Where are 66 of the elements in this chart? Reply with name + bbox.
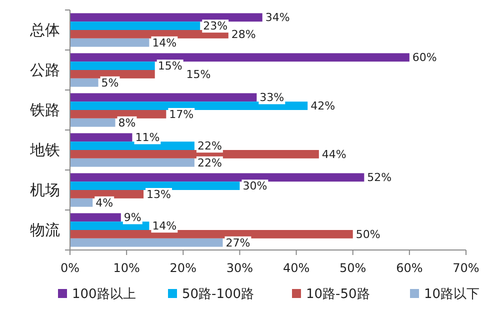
x-tick-label: 0% [60,261,80,275]
bar [70,222,150,230]
y-tick-label: 机场 [30,181,60,199]
legend-label: 50路-100路 [182,287,254,302]
data-label: 52% [367,171,392,184]
data-label: 4% [96,196,114,210]
bar [70,150,319,158]
bar [70,110,166,118]
data-label: 17% [169,108,194,121]
x-tick-label: 10% [113,261,140,275]
x-tick-label: 50% [340,261,366,275]
data-label: 14% [152,36,177,50]
y-tick-label: 公路 [30,61,60,79]
x-tick-label: 70% [452,261,480,275]
bar [70,173,364,182]
bar [70,30,228,38]
data-label: 14% [152,220,177,233]
y-tick-label: 地铁 [29,141,60,159]
bar [70,102,308,110]
data-label: 28% [231,28,256,41]
bar [70,213,121,222]
bar [70,190,144,198]
data-label: 13% [146,188,171,201]
data-label: 34% [265,11,290,24]
bar [70,238,223,247]
bar [70,133,132,142]
data-label: 5% [101,76,119,90]
y-tick-label: 铁路 [29,101,60,119]
bar [70,158,194,167]
data-label: 60% [412,51,437,64]
y-tick-label: 物流 [30,221,60,239]
data-label: 23% [203,20,228,33]
data-label: 27% [226,236,250,250]
data-label: 15% [186,68,211,81]
x-tick-label: 30% [226,261,254,275]
bar [70,62,155,70]
bar [70,22,200,30]
legend-label: 10路以下 [424,287,480,302]
bar [70,93,257,102]
x-tick-label: 60% [396,261,423,275]
y-tick-label: 总体 [29,21,60,39]
data-label: 33% [260,91,284,104]
data-label: 44% [322,148,346,161]
data-label: 22% [197,156,222,170]
bar [70,118,116,127]
data-label: 11% [135,131,160,144]
data-label: 15% [158,60,182,73]
data-label: 22% [197,140,222,153]
data-label: 8% [118,116,136,130]
legend-label: 10路-50路 [306,287,370,302]
bar [70,198,93,207]
bar [70,38,150,47]
legend-label: 100路以上 [72,287,136,302]
data-label: 42% [310,100,336,113]
data-label: 50% [356,228,380,241]
bar [70,13,262,22]
x-tick-label: 20% [170,261,196,275]
data-label: 9% [124,211,142,224]
bar [70,78,98,87]
x-tick-label: 40% [282,261,310,275]
data-label: 30% [242,180,268,193]
bar [70,70,155,78]
bar [70,230,353,238]
bar [70,182,240,190]
bar [70,53,410,62]
bar [70,142,194,150]
